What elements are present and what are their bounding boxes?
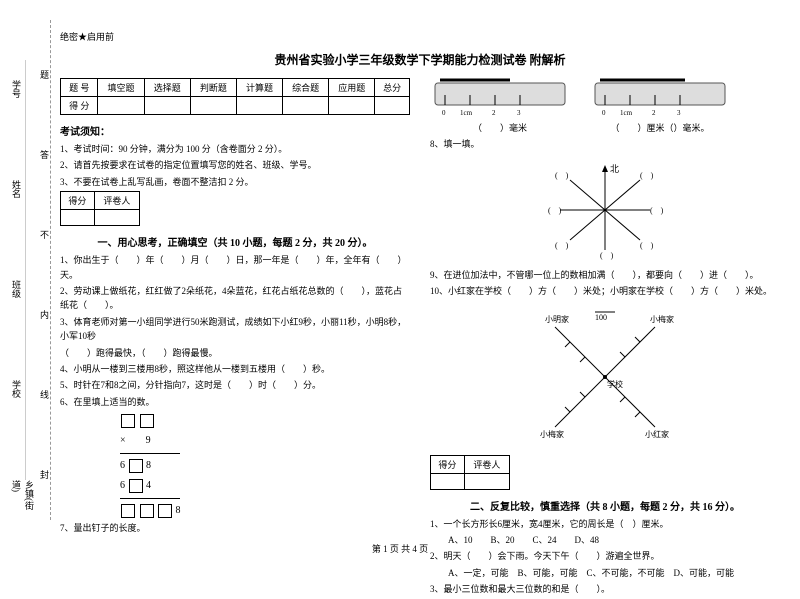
q3a: 3、体育老师对第一小组同学进行50米跑测试，成绩如下小红9秒，小丽11秒，小明8… xyxy=(60,315,410,344)
svg-text:小明家: 小明家 xyxy=(545,314,569,324)
svg-text:1cm: 1cm xyxy=(620,109,633,117)
binding-mark: 封 xyxy=(38,470,51,479)
left-column: 题 号 填空题 选择题 判断题 计算题 综合题 应用题 总分 得 分 考试须知：… xyxy=(60,78,410,599)
svg-text:北: 北 xyxy=(610,164,619,174)
th: 综合题 xyxy=(283,79,329,97)
rulers-row: 0 1cm 2 3 （ ）毫米 0 1cm 2 3 xyxy=(430,78,780,137)
binding-mark: 内 xyxy=(38,310,51,319)
svg-text:2: 2 xyxy=(652,109,656,117)
binding-mark: 题 xyxy=(38,70,51,79)
svg-text:2: 2 xyxy=(492,109,496,117)
svg-text:( ): ( ) xyxy=(650,206,664,215)
notice-item: 1、考试时间：90 分钟，满分为 100 分（含卷面分 2 分）。 xyxy=(60,142,410,156)
svg-text:3: 3 xyxy=(677,109,681,117)
multiplication-figure: × 9 6 8 6 4 8 xyxy=(120,411,410,521)
binding-label: 班级 xyxy=(10,280,23,298)
secrecy-tag: 绝密★启用前 xyxy=(60,30,780,43)
ruler-icon: 0 1cm 2 3 xyxy=(430,78,570,118)
th: 题 号 xyxy=(61,79,98,97)
compass-figure: 北 ( ) ( ) ( ) ( ) ( ) ( ) ( ) xyxy=(545,160,665,260)
right-column: 0 1cm 2 3 （ ）毫米 0 1cm 2 3 xyxy=(430,78,780,599)
svg-text:( ): ( ) xyxy=(640,241,654,250)
binding-label: 姓名 xyxy=(10,180,23,198)
binding-mark: 答 xyxy=(38,150,51,159)
q2: 2、劳动课上做纸花，红红做了2朵纸花，4朵蓝花，红花占纸花总数的（ ），蓝花占纸… xyxy=(60,284,410,313)
exam-page: 乡镇(街道) 学校 班级 姓名 学号 封 线 内 不 答 题 绝密★启用前 贵州… xyxy=(0,0,800,565)
svg-text:0: 0 xyxy=(442,109,446,117)
svg-text:0: 0 xyxy=(602,109,606,117)
ruler-icon: 0 1cm 2 3 xyxy=(590,78,730,118)
notice-title: 考试须知： xyxy=(60,123,410,138)
q1: 1、你出生于（ ）年（ ）月（ ）日，那一年是（ ）年，全年有（ ）天。 xyxy=(60,253,410,282)
map-icon: 100 小明家 小梅家 学校 小梅家 小红家 xyxy=(525,307,685,447)
th: 计算题 xyxy=(236,79,282,97)
notice-item: 3、不要在试卷上乱写乱画，卷面不整洁扣 2 分。 xyxy=(60,175,410,189)
svg-text:( ): ( ) xyxy=(640,171,654,180)
binding-mark: 不 xyxy=(38,230,51,239)
td: 得 分 xyxy=(61,97,98,115)
compass-icon: 北 ( ) ( ) ( ) ( ) ( ) ( ) ( ) xyxy=(545,160,665,260)
s2q2-opts: A、一定，可能 B、可能，可能 C、不可能，不可能 D、可能，可能 xyxy=(430,566,780,580)
ruler-unit: （ ）毫米 xyxy=(430,121,570,135)
s2q1: 1、一个长方形长6厘米，宽4厘米，它的周长是（ ）厘米。 xyxy=(430,517,780,531)
q10: 10、小红家在学校（ ）方（ ）米处；小明家在学校（ ）方（ ）米处。 xyxy=(430,284,780,298)
content-columns: 题 号 填空题 选择题 判断题 计算题 综合题 应用题 总分 得 分 考试须知：… xyxy=(60,78,780,599)
q6: 6、在里填上适当的数。 xyxy=(60,395,410,409)
svg-text:100: 100 xyxy=(595,313,607,322)
th: 总分 xyxy=(375,79,410,97)
q7: 7、量出钉子的长度。 xyxy=(60,521,410,535)
svg-text:学校: 学校 xyxy=(607,379,623,389)
th: 选择题 xyxy=(144,79,190,97)
q9: 9、在进位加法中，不管哪一位上的数相加满（ ），都要向（ ）进（ ）。 xyxy=(430,268,780,282)
binding-label: 学校 xyxy=(10,380,23,398)
svg-text:小红家: 小红家 xyxy=(645,429,669,439)
section1-head: 一、用心思考，正确填空（共 10 小题，每题 2 分，共 20 分）。 xyxy=(60,234,410,249)
map-figure: 100 小明家 小梅家 学校 小梅家 小红家 xyxy=(525,307,685,447)
binding-mark: 线 xyxy=(38,390,51,399)
q8: 8、填一填。 xyxy=(430,137,780,151)
q3b: （ ）跑得最快，（ ）跑得最慢。 xyxy=(60,346,410,360)
binding-label: 乡镇(街道) xyxy=(10,480,36,520)
q4: 4、小明从一楼到三楼用8秒，照这样他从一楼到五楼用（ ）秒。 xyxy=(60,362,410,376)
ruler-figure: 0 1cm 2 3 （ ）毫米 xyxy=(430,78,570,137)
svg-text:( ): ( ) xyxy=(600,251,614,260)
exam-title: 贵州省实验小学三年级数学下学期能力检测试卷 附解析 xyxy=(60,51,780,68)
th: 应用题 xyxy=(329,79,375,97)
marker-box: 得分评卷人 xyxy=(430,455,510,490)
ruler-figure: 0 1cm 2 3 （ ）厘米（）毫米。 xyxy=(590,78,730,137)
svg-text:3: 3 xyxy=(517,109,521,117)
th: 判断题 xyxy=(190,79,236,97)
svg-text:( ): ( ) xyxy=(555,171,569,180)
section2-head: 二、反复比较，慎重选择（共 8 小题，每题 2 分，共 16 分）。 xyxy=(430,498,780,513)
binding-label: 学号 xyxy=(10,80,23,98)
q5: 5、时针在7和8之间，分针指向7，这时是（ ）时（ ）分。 xyxy=(60,378,410,392)
svg-text:小梅家: 小梅家 xyxy=(540,429,564,439)
th: 填空题 xyxy=(98,79,144,97)
svg-text:( ): ( ) xyxy=(548,206,562,215)
binding-area: 乡镇(街道) 学校 班级 姓名 学号 封 线 内 不 答 题 xyxy=(10,20,50,520)
svg-text:( ): ( ) xyxy=(555,241,569,250)
notice-item: 2、请首先按要求在试卷的指定位置填写您的姓名、班级、学号。 xyxy=(60,158,410,172)
svg-text:1cm: 1cm xyxy=(460,109,473,117)
ruler-unit: （ ）厘米（ xyxy=(610,123,673,133)
marker-box: 得分评卷人 xyxy=(60,191,140,226)
score-table: 题 号 填空题 选择题 判断题 计算题 综合题 应用题 总分 得 分 xyxy=(60,78,410,115)
s2q3: 3、最小三位数和最大三位数的和是（ ）。 xyxy=(430,582,780,596)
svg-text:小梅家: 小梅家 xyxy=(650,314,674,324)
page-footer: 第 1 页 共 4 页 xyxy=(0,542,800,555)
